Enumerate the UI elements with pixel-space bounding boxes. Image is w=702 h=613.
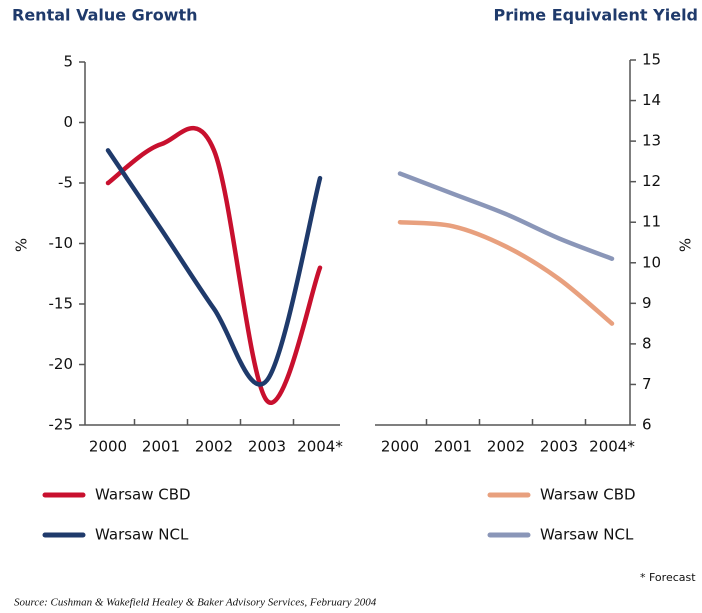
y-tick-label: 6: [642, 416, 652, 434]
y-tick-label: -20: [49, 355, 74, 373]
x-tick-label: 2004*: [589, 438, 635, 456]
y-tick-label: 11: [642, 213, 661, 231]
series-line: [397, 219, 615, 326]
series-line: [105, 148, 323, 387]
legend-label: Warsaw NCL: [540, 526, 634, 544]
legend-label: Warsaw CBD: [540, 486, 636, 504]
y-tick-label: -5: [58, 174, 73, 192]
y-tick-label: 9: [642, 294, 652, 312]
legend-label: Warsaw NCL: [95, 526, 189, 544]
x-tick-label: 2002: [487, 438, 525, 456]
y-tick-label: 7: [642, 375, 652, 393]
series-line: [105, 126, 323, 406]
legend-label: Warsaw CBD: [95, 486, 191, 504]
y-tick-label: 13: [642, 132, 661, 150]
source: Source: Cushman & Wakefield Healey & Bak…: [14, 597, 377, 609]
y-tick-label: 5: [63, 53, 73, 71]
x-tick-label: 2003: [248, 438, 286, 456]
y-tick-label: -25: [49, 416, 74, 434]
y-tick-label: 12: [642, 172, 661, 190]
x-tick-label: 2002: [195, 438, 233, 456]
footnote: * Forecast: [640, 571, 696, 584]
y-tick-label: 14: [642, 91, 661, 109]
y-tick-label: -15: [49, 295, 74, 313]
x-tick-label: 2004*: [297, 438, 343, 456]
y-tick-label: 10: [642, 253, 661, 271]
chart-title: Prime Equivalent Yield: [494, 6, 698, 25]
x-tick-label: 2000: [381, 438, 419, 456]
y-tick-label: 0: [63, 113, 73, 131]
chart-title: Rental Value Growth: [12, 6, 198, 25]
y-tick-label: 8: [642, 334, 652, 352]
y-tick-label: -10: [49, 234, 74, 252]
series-line: [397, 171, 615, 261]
x-tick-label: 2003: [540, 438, 578, 456]
y-axis-label: %: [677, 238, 695, 252]
y-tick-label: 15: [642, 51, 661, 69]
x-tick-label: 2001: [434, 438, 472, 456]
y-axis-label: %: [13, 238, 31, 252]
x-tick-label: 2001: [142, 438, 180, 456]
x-tick-label: 2000: [89, 438, 127, 456]
